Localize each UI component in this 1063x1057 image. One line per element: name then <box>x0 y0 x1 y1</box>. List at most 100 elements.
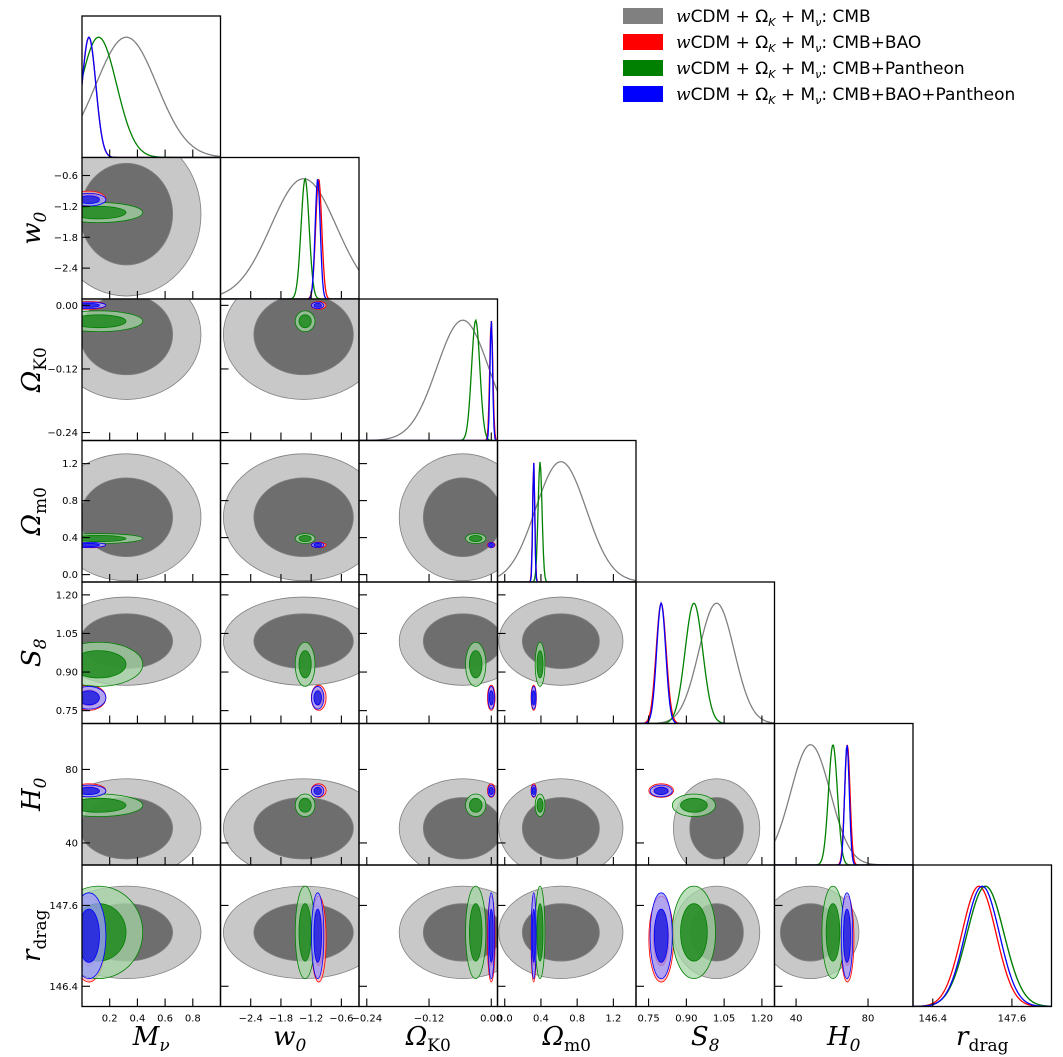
y-tick-label-h0: 40 <box>65 838 78 849</box>
panel-ok-ok <box>358 298 499 442</box>
contour-68-w0-h0-series-2 <box>298 797 312 813</box>
marginal-rd-series-0 <box>913 885 1052 1007</box>
x-tick-label-om: 0.8 <box>569 1014 585 1025</box>
x-tick-label-ok: −0.12 <box>414 1014 445 1025</box>
contour-68-mnu-s8-series-2 <box>82 650 127 679</box>
panel-frame <box>912 864 1053 1008</box>
marginal-rd-series-1 <box>913 885 1052 1007</box>
contour-68-mnu-h0-series-3 <box>82 786 100 795</box>
marginal-s8-series-2 <box>636 602 775 724</box>
marginal-h0-series-3 <box>774 745 913 865</box>
contour-68-om-rd-series-2 <box>536 903 544 962</box>
x-axis-label-w0: w0 <box>273 1022 306 1056</box>
legend-label: wCDM + ΩK + Mν: CMB+BAO+Pantheon <box>676 85 1015 107</box>
contour-68-w0-rd-series-3 <box>313 908 322 963</box>
legend-swatch <box>623 60 663 76</box>
contour-68-w0-om-series-0 <box>253 477 354 558</box>
contour-68-w0-rd-series-2 <box>298 903 312 962</box>
x-axis-label-ok: ΩK0 <box>405 1022 451 1056</box>
panel-frame <box>773 722 914 866</box>
contour-68-ok-rd-series-3 <box>488 908 494 963</box>
x-tick-label-mnu: 0.8 <box>185 1014 201 1025</box>
panel-w0-w0 <box>219 156 360 300</box>
marginal-rd-series-3 <box>913 885 1052 1007</box>
contour-68-s8-rd-series-2 <box>680 903 708 962</box>
x-axis-label-h0: H0 <box>826 1022 861 1056</box>
panel-h0-rd: 40 80 <box>773 864 914 1025</box>
x-tick-label-w0: −1.8 <box>269 1014 293 1025</box>
marginal-w0-series-0 <box>220 178 359 295</box>
contour-68-ok-h0-series-3 <box>488 786 494 795</box>
x-tick-label-rd: 146.4 <box>918 1014 947 1025</box>
panel-ok-om <box>358 439 499 583</box>
marginal-mnu-series-0 <box>82 36 221 158</box>
panel-mnu-rd: 0.2 0.4 0.6 0.8 146.4 147.6 <box>49 864 222 1025</box>
y-tick-label-rd: 147.6 <box>49 901 78 912</box>
y-axis-label-s8: S8 <box>17 638 51 667</box>
marginal-ok-series-3 <box>359 321 498 441</box>
y-tick-label-h0: 80 <box>65 765 78 776</box>
legend-swatch <box>623 34 663 50</box>
y-axis-label-ok: ΩK0 <box>17 347 51 393</box>
y-axis-label-w0: w0 <box>17 212 51 245</box>
x-tick-label-mnu: 0.2 <box>102 1014 118 1025</box>
y-tick-label-om: 1.2 <box>62 459 78 470</box>
y-tick-label-ok: 0.00 <box>56 301 78 312</box>
panel-om-h0 <box>496 722 637 866</box>
legend-label: wCDM + ΩK + Mν: CMB <box>676 7 871 29</box>
panel-mnu-s8: 0.75 0.90 1.05 1.20 <box>56 581 222 725</box>
x-tick-label-w0: −0.6 <box>329 1014 353 1025</box>
y-tick-label-s8: 0.75 <box>56 706 78 717</box>
y-tick-label-s8: 0.90 <box>56 668 78 679</box>
contour-68-mnu-w0-series-2 <box>82 205 127 220</box>
x-tick-label-s8: 0.75 <box>637 1014 659 1025</box>
x-axis-label-s8: S8 <box>691 1022 720 1056</box>
legend-item-1: wCDM + ΩK + Mν: CMB+BAO <box>623 33 921 55</box>
panel-s8-s8 <box>635 581 776 725</box>
contour-68-mnu-ok-series-3 <box>82 302 100 308</box>
contour-68-w0-s8-series-2 <box>298 650 312 679</box>
marginal-om-series-2 <box>497 461 636 582</box>
marginal-ok-series-1 <box>359 320 498 441</box>
y-tick-label-w0: −1.8 <box>54 233 78 244</box>
x-tick-label-mnu: 0.4 <box>129 1014 145 1025</box>
contour-68-mnu-h0-series-2 <box>82 797 127 813</box>
legend-label: wCDM + ΩK + Mν: CMB+Pantheon <box>676 59 965 81</box>
x-tick-label-h0: 80 <box>862 1014 875 1025</box>
marginal-s8-series-3 <box>636 601 775 724</box>
marginal-om-series-3 <box>497 463 636 582</box>
panel-frame <box>358 298 499 442</box>
marginal-rd-series-2 <box>913 885 1052 1007</box>
marginal-h0-series-2 <box>774 744 913 865</box>
panel-mnu-h0: 40 80 <box>65 722 222 866</box>
marginal-w0-series-2 <box>220 177 359 299</box>
contour-68-mnu-rd-series-3 <box>82 908 100 963</box>
y-tick-label-s8: 1.05 <box>56 629 78 640</box>
marginal-ok-series-0 <box>359 319 498 441</box>
contour-68-w0-ok-series-0 <box>253 299 354 376</box>
legend-swatch <box>623 8 663 24</box>
contour-68-w0-ok-series-2 <box>298 314 312 329</box>
x-tick-label-ok: 0.00 <box>480 1014 502 1025</box>
contour-68-om-s8-series-3 <box>531 690 536 706</box>
contour-68-ok-om-series-2 <box>469 535 483 543</box>
contour-68-h0-rd-series-2 <box>825 903 841 962</box>
x-tick-label-s8: 1.20 <box>751 1014 773 1025</box>
panel-om-om <box>496 439 637 583</box>
x-tick-label-mnu: 0.6 <box>157 1014 173 1025</box>
y-tick-label-w0: −0.6 <box>54 171 78 182</box>
x-tick-label-s8: 1.05 <box>713 1014 735 1025</box>
x-tick-label-ok: −0.24 <box>351 1014 382 1025</box>
panel-w0-s8 <box>219 581 360 725</box>
marginal-w0-series-3 <box>220 179 359 299</box>
contour-68-ok-om-series-3 <box>488 543 494 547</box>
marginal-mnu-series-2 <box>82 36 221 158</box>
panel-h0-h0 <box>773 722 914 866</box>
panel-frame <box>496 439 637 583</box>
contour-68-om-s8-series-0 <box>521 613 600 669</box>
y-tick-label-om: 0.0 <box>62 570 78 581</box>
y-axis-label-om: Ωm0 <box>17 487 51 537</box>
x-tick-label-w0: −1.2 <box>299 1014 323 1025</box>
panel-om-rd: 0.0 0.4 0.8 1.2 <box>497 864 637 1025</box>
